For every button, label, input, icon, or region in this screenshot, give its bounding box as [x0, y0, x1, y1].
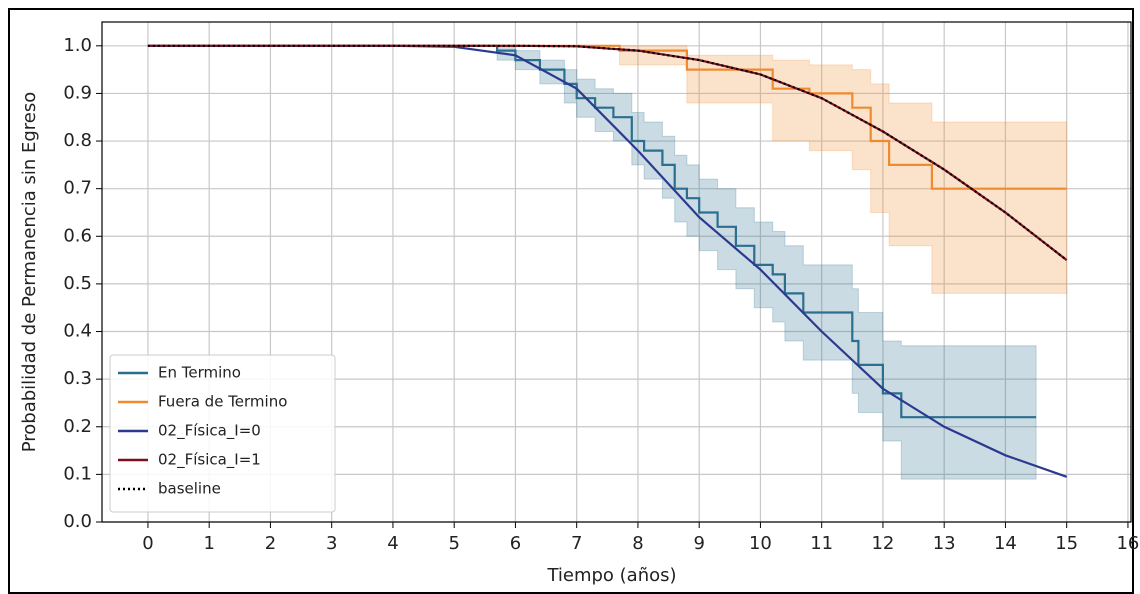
y-tick-label: 0.2: [63, 416, 92, 437]
y-tick-label: 0.1: [63, 463, 92, 484]
y-tick-label: 0.5: [63, 273, 92, 294]
y-tick-label: 0.9: [63, 82, 92, 103]
x-tick-label: 1: [203, 533, 214, 554]
legend-label: Fuera de Termino: [158, 393, 287, 411]
legend-label: 02_Física_I=1: [158, 451, 261, 470]
x-tick-label: 4: [387, 533, 398, 554]
x-tick-label: 5: [448, 533, 459, 554]
x-tick-label: 12: [871, 533, 894, 554]
x-tick-label: 14: [994, 533, 1017, 554]
x-tick-label: 15: [1055, 533, 1078, 554]
y-tick-label: 0.6: [63, 225, 92, 246]
x-tick-label: 10: [749, 533, 772, 554]
x-tick-label: 8: [632, 533, 643, 554]
legend-label: baseline: [158, 480, 221, 498]
y-tick-label: 1.0: [63, 35, 92, 56]
x-axis-label: Tiempo (años): [546, 565, 676, 586]
series-line: [147, 44, 1068, 261]
x-tick-label: 2: [265, 533, 276, 554]
frame: [8, 8, 1134, 594]
plot-frame: [101, 21, 1132, 523]
x-tick-label: 3: [326, 533, 337, 554]
x-tick-label: 7: [571, 533, 582, 554]
legend-box: [109, 354, 336, 513]
y-axis-label: Probabilidad de Permanencia sin Egreso: [19, 92, 40, 453]
series-line: [147, 44, 1067, 190]
x-tick-label: 13: [933, 533, 956, 554]
y-tick-label: 0.8: [63, 130, 92, 151]
x-tick-label: 11: [810, 533, 833, 554]
y-tick-label: 0.3: [63, 368, 92, 389]
x-tick-label: 16: [1116, 533, 1139, 554]
confidence-band: [147, 45, 1037, 480]
y-tick-label: 0.4: [63, 321, 92, 342]
legend-label: 02_Física_I=0: [158, 422, 261, 441]
x-tick-label: 6: [510, 533, 521, 554]
x-tick-label: 9: [693, 533, 704, 554]
y-tick-label: 0.0: [63, 511, 92, 532]
legend: En Termino Fuera de Termino 02_Física_I=0 0…: [109, 354, 336, 513]
confidence-band: [147, 45, 1068, 294]
x-tick-label: 0: [142, 533, 153, 554]
y-tick-label: 0.7: [63, 178, 92, 199]
legend-label: En Termino: [158, 364, 241, 382]
